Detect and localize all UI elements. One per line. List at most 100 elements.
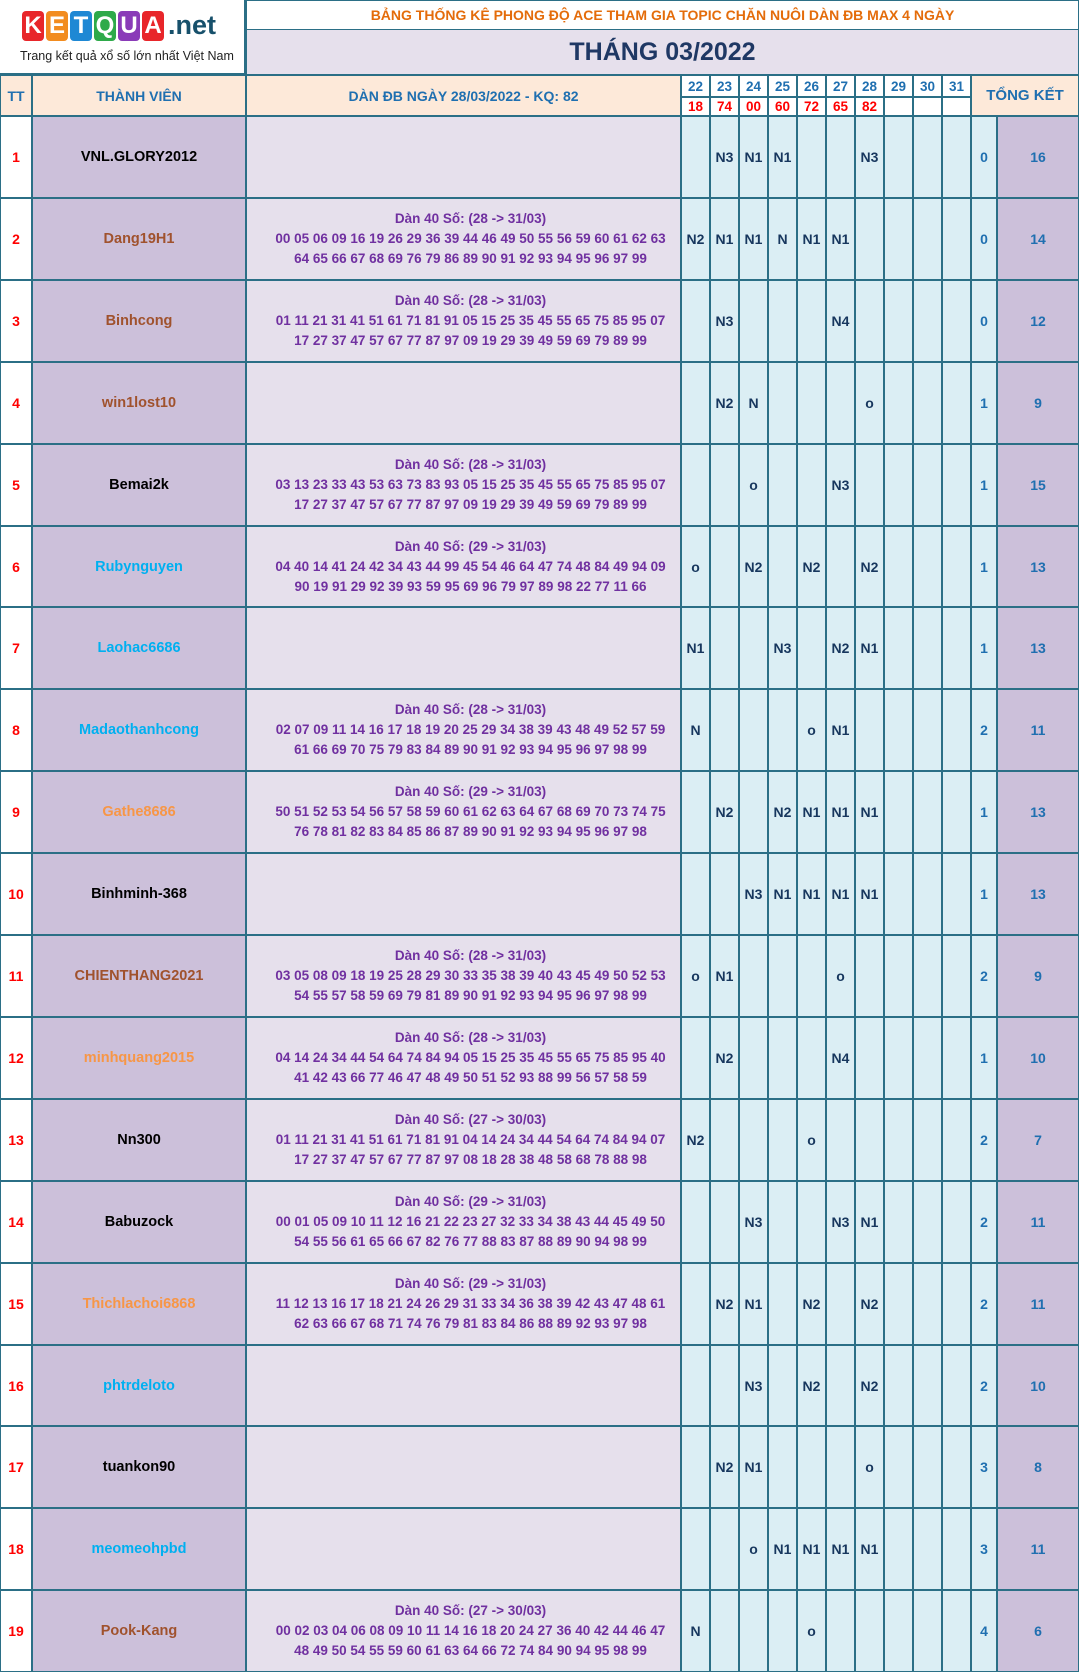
day-mark-24: N3 <box>739 853 768 935</box>
dan-line: 90 19 91 29 92 39 93 59 95 69 96 79 97 8… <box>294 578 647 594</box>
dan-cell: Dàn 40 Số: (29 -> 31/03) 04 40 14 41 24 4… <box>246 526 681 607</box>
dan-cell: Dàn 40 Số: (28 -> 31/03) 04 14 24 34 44 5… <box>246 1017 681 1099</box>
total-score: 16 <box>997 116 1079 198</box>
total-score: 8 <box>997 1426 1079 1508</box>
day-mark-28: o <box>855 1426 884 1508</box>
dan-cell: Dàn 40 Số: (27 -> 30/03) 01 11 21 31 41 5… <box>246 1099 681 1181</box>
day-mark-30 <box>913 1263 942 1345</box>
hit-count: 3 <box>971 1426 997 1508</box>
member-name: Binhcong <box>32 280 246 362</box>
row-number: 17 <box>0 1426 32 1508</box>
day-mark-31 <box>942 1263 971 1345</box>
total-score: 11 <box>997 689 1079 771</box>
day-mark-28 <box>855 1017 884 1099</box>
day-mark-28 <box>855 1590 884 1672</box>
day-mark-27 <box>826 362 855 444</box>
day-mark-29 <box>884 771 913 853</box>
header-day-29: 29 <box>884 75 913 97</box>
dan-cell: Dàn 40 Số: (28 -> 31/03) 00 05 06 09 16 1… <box>246 198 681 280</box>
day-mark-29 <box>884 853 913 935</box>
day-mark-28: N2 <box>855 1263 884 1345</box>
day-mark-28 <box>855 280 884 362</box>
day-mark-30 <box>913 935 942 1017</box>
ketqua-logo[interactable]: K E T Q U A .net Trang kết quả xổ số lớn nhất V… <box>0 0 246 75</box>
day-mark-24: N3 <box>739 1181 768 1263</box>
day-mark-31 <box>942 607 971 689</box>
day-mark-29 <box>884 1181 913 1263</box>
day-mark-25: N3 <box>768 607 797 689</box>
row-number: 12 <box>0 1017 32 1099</box>
day-mark-31 <box>942 444 971 526</box>
day-mark-23 <box>710 1345 739 1426</box>
day-mark-26 <box>797 280 826 362</box>
day-mark-27: N1 <box>826 1508 855 1590</box>
dan-title: Dàn 40 Số: (28 -> 31/03) <box>394 211 547 226</box>
day-mark-28 <box>855 198 884 280</box>
dan-title: Dàn 40 Số: (28 -> 31/03) <box>394 948 547 963</box>
dan-line: 17 27 37 47 57 67 77 87 97 08 18 28 38 4… <box>294 1152 647 1167</box>
day-mark-26: N2 <box>797 1263 826 1345</box>
day-mark-30 <box>913 1017 942 1099</box>
day-mark-26: N2 <box>797 1345 826 1426</box>
day-mark-27: N3 <box>826 444 855 526</box>
day-mark-25 <box>768 1345 797 1426</box>
day-mark-30 <box>913 116 942 198</box>
day-mark-31 <box>942 362 971 444</box>
header-result-29 <box>884 97 913 116</box>
day-mark-26 <box>797 1426 826 1508</box>
dan-cell <box>246 853 681 935</box>
header-tt: TT <box>0 75 32 116</box>
dan-line: 61 66 69 70 75 79 83 84 89 90 91 92 93 9… <box>294 742 647 757</box>
day-mark-30 <box>913 771 942 853</box>
day-mark-23: N1 <box>710 935 739 1017</box>
logo-wordmark: K E T Q U A .net <box>22 10 216 41</box>
header-day-24: 24 <box>739 75 768 97</box>
total-score: 11 <box>997 1181 1079 1263</box>
dan-cell: Dàn 40 Số: (28 -> 31/03) 03 13 23 33 43 5… <box>246 444 681 526</box>
day-mark-22 <box>681 280 710 362</box>
day-mark-25 <box>768 689 797 771</box>
day-mark-26 <box>797 935 826 1017</box>
day-mark-29 <box>884 1017 913 1099</box>
day-mark-23: N2 <box>710 1263 739 1345</box>
day-mark-28: N2 <box>855 526 884 607</box>
dan-line: 02 07 09 11 14 16 17 18 19 20 25 29 34 3… <box>275 722 666 737</box>
day-mark-27: N1 <box>826 198 855 280</box>
day-mark-26 <box>797 1017 826 1099</box>
day-mark-22 <box>681 1508 710 1590</box>
hit-count: 0 <box>971 116 997 198</box>
dan-cell: Dàn 40 Số: (29 -> 31/03) 00 01 05 09 10 1… <box>246 1181 681 1263</box>
dan-title: Dàn 40 Số: (28 -> 31/03) <box>394 293 547 308</box>
member-name: Bemai2k <box>32 444 246 526</box>
day-mark-30 <box>913 198 942 280</box>
header-day-23: 23 <box>710 75 739 97</box>
day-mark-23 <box>710 1508 739 1590</box>
header-total: TỔNG KẾT <box>971 75 1079 116</box>
dan-line: 01 11 21 31 41 51 61 71 81 91 04 14 24 3… <box>275 1132 666 1147</box>
total-score: 14 <box>997 198 1079 280</box>
day-mark-29 <box>884 1345 913 1426</box>
day-mark-24 <box>739 1017 768 1099</box>
day-mark-31 <box>942 198 971 280</box>
dan-title: Dàn 40 Số: (29 -> 31/03) <box>394 1276 547 1291</box>
hit-count: 0 <box>971 280 997 362</box>
day-mark-28: N1 <box>855 853 884 935</box>
dan-cell: Dàn 40 Số: (29 -> 31/03) 50 51 52 53 54 5… <box>246 771 681 853</box>
day-mark-28: N2 <box>855 1345 884 1426</box>
dan-line: 00 01 05 09 10 11 12 16 21 22 23 27 32 3… <box>275 1214 666 1229</box>
logo-letter: Q <box>94 10 116 41</box>
day-mark-25: N <box>768 198 797 280</box>
day-mark-27 <box>826 526 855 607</box>
total-score: 10 <box>997 1017 1079 1099</box>
member-name: Dang19H1 <box>32 198 246 280</box>
total-score: 11 <box>997 1508 1079 1590</box>
dan-line: 54 55 57 58 59 69 79 81 89 90 91 92 93 9… <box>294 988 647 1003</box>
day-mark-31 <box>942 280 971 362</box>
dan-line: 11 12 13 16 17 18 21 24 26 29 31 33 34 3… <box>275 1296 666 1311</box>
hit-count: 2 <box>971 1181 997 1263</box>
day-mark-27 <box>826 1426 855 1508</box>
row-number: 1 <box>0 116 32 198</box>
dan-numbers: Dàn 40 Số: (28 -> 31/03) 04 14 24 34 44 5… <box>247 1018 680 1098</box>
day-mark-24: N3 <box>739 1345 768 1426</box>
